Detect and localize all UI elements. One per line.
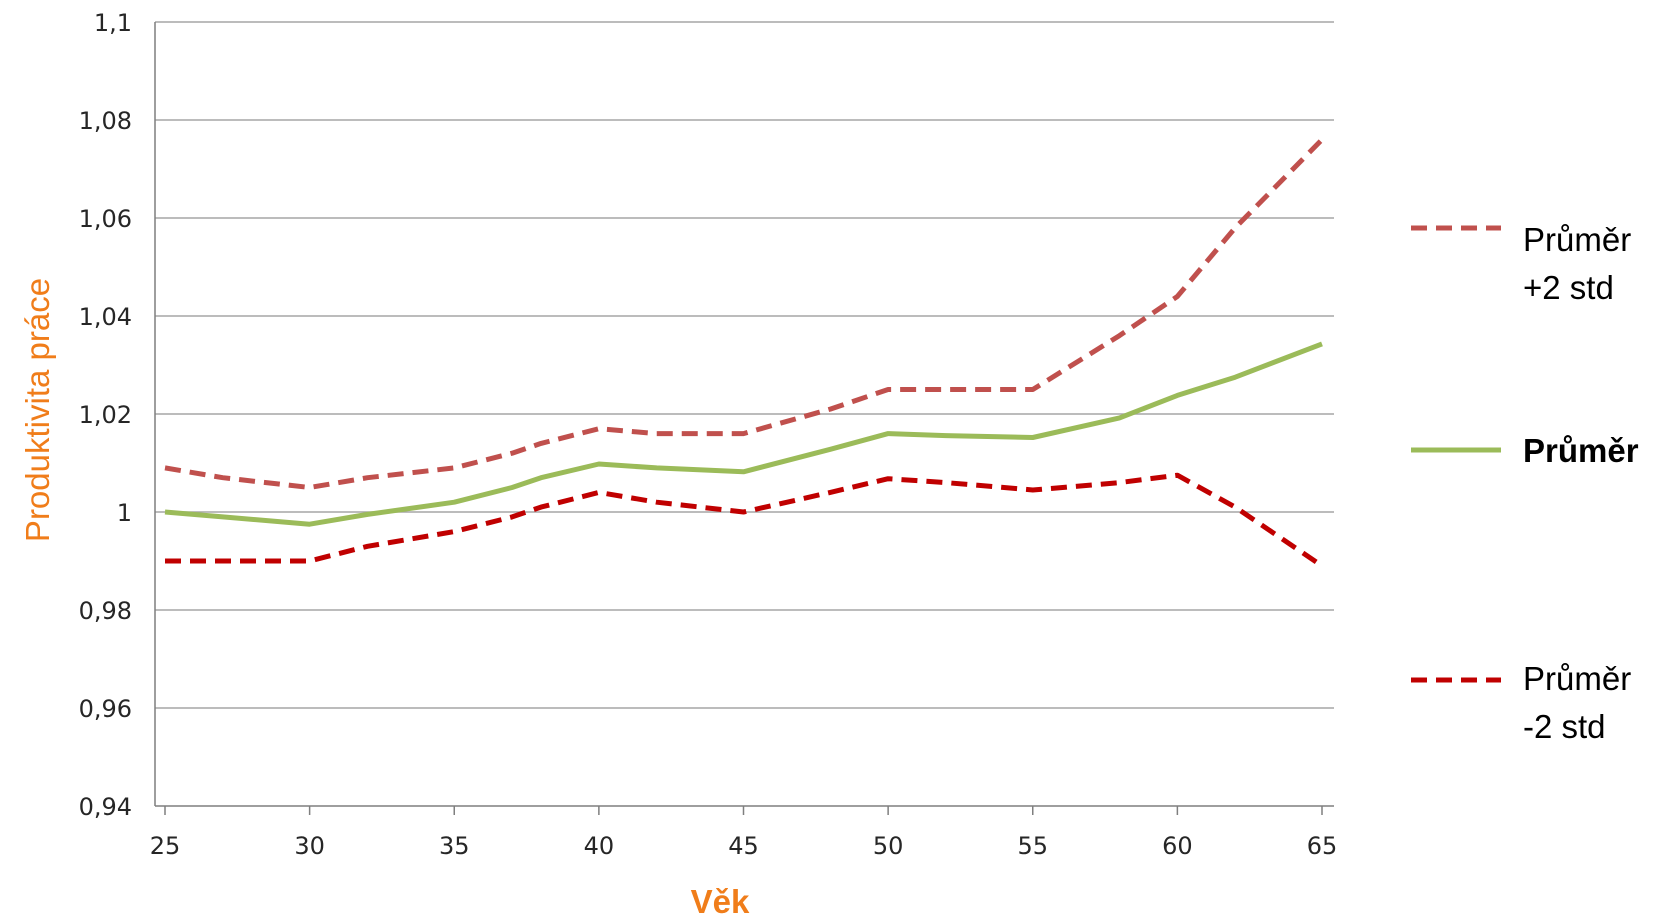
y-tick-label: 1,08 (79, 107, 132, 135)
gridlines (155, 21, 1334, 709)
y-tick-label: 0,96 (79, 695, 132, 723)
legend-label: Průměr (1523, 432, 1639, 469)
series-lines (164, 137, 1324, 568)
y-tick-label: 1 (117, 499, 132, 527)
x-tick-label: 40 (584, 832, 615, 860)
y-axis-title: Produktivita práce (19, 278, 56, 542)
y-tick-label: 1,1 (94, 9, 132, 37)
y-tick-label: 1,06 (79, 205, 132, 233)
axes (154, 22, 1334, 815)
y-tick-label: 1,02 (79, 401, 132, 429)
legend: Průměr +2 std Průměr Průměr -2 std (1411, 221, 1639, 745)
series-line-0 (164, 137, 1324, 490)
legend-label: Průměr (1523, 221, 1631, 258)
series-line-1 (164, 341, 1323, 527)
y-tick-labels: 1,1 1,08 1,06 1,04 1,02 1 0,98 0,96 0,94 (79, 9, 132, 821)
x-tick-label: 45 (728, 832, 759, 860)
x-axis-title: Věk (691, 883, 750, 920)
x-tick-label: 30 (294, 832, 325, 860)
x-tick-label: 60 (1162, 832, 1193, 860)
x-tick-label: 65 (1307, 832, 1338, 860)
legend-label: +2 std (1523, 269, 1614, 306)
series-line-2 (165, 472, 1324, 568)
x-tick-label: 35 (439, 832, 470, 860)
y-tick-label: 0,94 (79, 793, 132, 821)
x-tick-label: 55 (1017, 832, 1048, 860)
y-tick-label: 1,04 (79, 303, 132, 331)
y-tick-label: 0,98 (79, 597, 132, 625)
x-tick-labels: 25 30 35 40 45 50 55 60 65 (150, 832, 1338, 860)
legend-label: -2 std (1523, 708, 1606, 745)
legend-label: Průměr (1523, 660, 1631, 697)
x-tick-label: 50 (873, 832, 904, 860)
x-tick-label: 25 (150, 832, 181, 860)
